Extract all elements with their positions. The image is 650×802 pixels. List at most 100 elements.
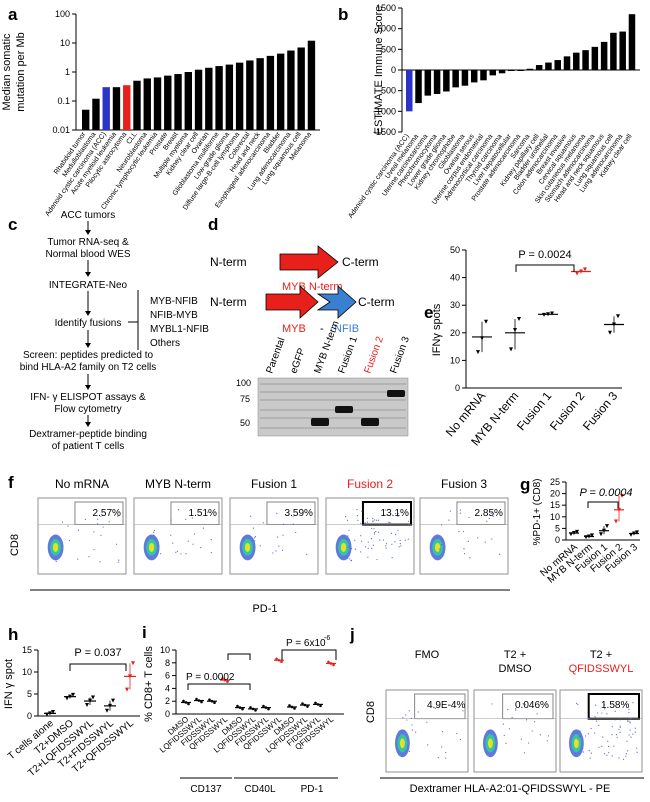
panel-f-gate-percent: 3.59% xyxy=(285,508,313,519)
flow-step-acc: ACC tumors xyxy=(61,210,115,221)
panel-i-point xyxy=(184,701,188,704)
panel-j-event-dot xyxy=(622,758,625,760)
panel-f-event-dot xyxy=(371,527,373,530)
panel-f-event-dot xyxy=(385,545,387,547)
panel-f-event-dot xyxy=(448,519,450,521)
panel-j-event-dot xyxy=(608,752,610,754)
panel-h-xlabels: T cells aloneT2+DMSOT2+LQFIDSSWYLT2+FIDS… xyxy=(6,718,136,779)
panel-f-event-dot xyxy=(377,519,380,521)
flow-step-dextramer-1: Dextramer-peptide binding xyxy=(29,429,147,440)
panel-j-gate-percent: 1.58% xyxy=(601,700,629,711)
panel-j-event-dot xyxy=(594,732,596,734)
panel-f-event-dot xyxy=(373,519,376,521)
panel-j-population-core xyxy=(487,738,493,749)
panel-j-event-dot xyxy=(609,702,612,704)
panel-f-event-dot xyxy=(345,555,347,557)
panel-f-event-dot xyxy=(488,517,490,520)
panel-f-event-dot xyxy=(55,560,57,563)
protein-band xyxy=(387,390,405,397)
panel-f-event-dot xyxy=(388,521,390,523)
panel-f-event-dot xyxy=(491,538,493,540)
panel-f-event-dot xyxy=(486,520,488,522)
panel-e-point xyxy=(608,330,612,335)
panel-j-event-dot xyxy=(614,710,616,712)
panel-a-bar xyxy=(82,109,90,130)
panel-a-yaxis-ticks: 100 10 1 0.1 0.01 xyxy=(52,9,76,135)
panel-f-event-dot xyxy=(459,509,462,511)
panel-f-plot-title: Fusion 2 xyxy=(347,477,393,491)
panel-f-event-dot xyxy=(354,548,357,550)
panel-a-ytick-label: 10 xyxy=(60,38,70,48)
panel-label-i: i xyxy=(142,623,147,642)
flow-step-rnaseq: Tumor RNA-seq & xyxy=(47,237,129,248)
panel-g-points xyxy=(569,493,639,540)
panel-g-ylabel: %PD-1+ (CD8) xyxy=(532,479,543,546)
panel-j-event-dot xyxy=(456,732,458,735)
panel-g-point xyxy=(635,530,639,535)
panel-j-event-dot xyxy=(632,733,634,735)
panel-j-event-dot xyxy=(613,745,615,747)
panel-h-point xyxy=(131,661,135,666)
panel-i-point xyxy=(290,705,294,709)
mw-50: 50 xyxy=(240,418,250,428)
panel-j-event-dot xyxy=(511,716,513,719)
panel-j-event-dot xyxy=(589,718,591,720)
panel-j-plot-title: FMO xyxy=(415,649,440,661)
panel-f-plot xyxy=(37,497,127,575)
panel-label-a: a xyxy=(8,5,18,24)
panel-f-event-dot xyxy=(306,553,308,555)
panel-g-point xyxy=(605,524,609,529)
panel-i-point xyxy=(277,658,281,662)
panel-j-event-dot xyxy=(630,736,632,738)
panel-j-event-dot xyxy=(577,703,579,706)
panel-j-event-dot xyxy=(578,735,581,738)
panel-j-plot-title: T2 + xyxy=(504,649,526,661)
panel-f-xlabel: PD-1 xyxy=(252,603,277,615)
panel-j-event-dot xyxy=(434,707,436,709)
panel-j-event-dot xyxy=(598,724,600,727)
panel-f-event-dot xyxy=(407,538,409,540)
panel-j-event-dot xyxy=(634,727,636,729)
panel-a-ytick-label: 1 xyxy=(65,67,70,77)
panel-j-event-dot xyxy=(611,734,613,736)
panel-f-event-dot xyxy=(356,515,359,517)
panel-f-event-dot xyxy=(361,510,363,512)
panel-f-event-dot xyxy=(395,534,397,536)
western-bands xyxy=(260,383,406,429)
panel-f-event-dot xyxy=(498,553,501,555)
panel-j-gate-percent: 0.046% xyxy=(515,700,549,711)
myb-nterm-caption: MYB N-term xyxy=(282,281,343,293)
panel-e-ytick-label: 50 xyxy=(450,245,460,255)
panel-a-bar xyxy=(133,80,141,130)
panel-f-event-dot xyxy=(77,529,80,531)
panel-f-plot-title: MYB N-term xyxy=(145,477,211,491)
panel-f-event-dot xyxy=(278,545,280,547)
panel-f-event-dot xyxy=(100,515,102,517)
panel-b-bar xyxy=(563,56,571,70)
panel-f-event-dot xyxy=(282,534,284,536)
fusion-nfib-caption: NFIB xyxy=(334,323,359,335)
panel-f-event-dot xyxy=(407,520,410,522)
panel-f-event-dot xyxy=(373,528,375,530)
panel-j-event-dot xyxy=(523,752,526,754)
panel-j-event-dot xyxy=(491,703,493,705)
panel-i-point xyxy=(329,662,333,665)
panel-g-ytick-label: 0 xyxy=(555,535,560,545)
panel-i-point xyxy=(293,707,296,710)
panel-j-event-dot xyxy=(508,728,511,730)
panel-j-event-dot xyxy=(536,713,538,715)
panel-f-event-dot xyxy=(292,523,294,525)
panel-f-event-dot xyxy=(372,520,374,522)
panel-f-event-dot xyxy=(187,540,189,542)
panel-f-event-dot xyxy=(118,559,120,561)
panel-f-population-core xyxy=(340,542,347,552)
fusion-dash: - xyxy=(320,323,324,335)
panel-j-event-dot xyxy=(588,749,590,752)
panel-b-bar xyxy=(526,68,534,70)
panel-f-plot xyxy=(133,497,223,575)
panel-f-event-dot xyxy=(276,536,279,538)
panel-g-point xyxy=(599,532,603,537)
panel-f-event-dot xyxy=(102,526,104,528)
panel-h-ytick-label: 10 xyxy=(22,667,32,677)
